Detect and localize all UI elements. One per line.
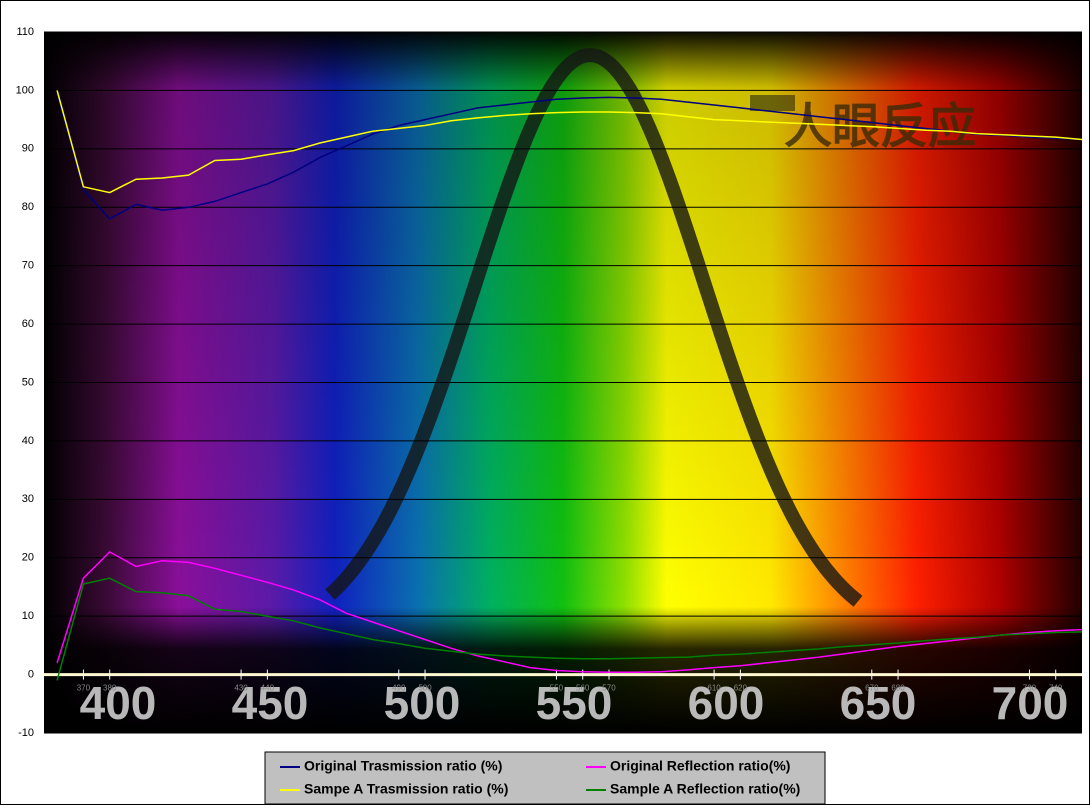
y-tick-label: 100	[16, 84, 34, 96]
series-line	[56, 93, 1083, 220]
spectrum-label: 600	[688, 677, 765, 729]
legend-label: Original Reflection ratio(%)	[610, 758, 790, 774]
y-tick-label: 70	[22, 260, 34, 272]
x-tick-label: 560	[576, 684, 590, 693]
y-tick-label: 30	[22, 493, 34, 505]
series-line	[56, 550, 1083, 673]
y-tick-label: 0	[28, 668, 34, 680]
y-tick-label: 20	[22, 552, 34, 564]
series-line	[56, 90, 1083, 194]
spectrum-label: 450	[232, 677, 309, 729]
legend-box	[264, 751, 826, 805]
x-tick-label: 610	[707, 684, 721, 693]
eye-response-curve	[325, 47, 863, 607]
y-tick-label: 60	[22, 318, 34, 330]
spectrum-label: 700	[992, 677, 1069, 729]
x-tick-label: 620	[734, 684, 748, 693]
spectrum-label: 500	[384, 677, 461, 729]
x-tick-label: 380	[103, 684, 117, 693]
x-tick-label: 570	[602, 684, 616, 693]
x-tick-label: 430	[234, 684, 248, 693]
spectrum-label: 400	[80, 677, 157, 729]
series-line	[56, 577, 1083, 681]
x-tick-label: 730	[1023, 684, 1037, 693]
x-tick-label: 490	[392, 684, 406, 693]
x-tick-label: 680	[891, 684, 905, 693]
y-tick-label: 10	[22, 610, 34, 622]
x-tick-label: 550	[550, 684, 564, 693]
legend: Original Trasmission ratio (%) Original R…	[264, 751, 826, 805]
x-tick-label: 370	[77, 684, 91, 693]
y-tick-label: 50	[22, 376, 34, 388]
y-tick-label: -10	[18, 727, 34, 739]
x-tick-label: 740	[1049, 684, 1063, 693]
x-tick-label: 440	[261, 684, 275, 693]
y-tick-label: 90	[22, 143, 34, 155]
x-tick-label: 670	[865, 684, 879, 693]
spectrum-label: 550	[536, 677, 613, 729]
legend-label: Sampe A Trasmission ratio (%)	[304, 781, 508, 797]
legend-label: Original Trasmission ratio (%)	[304, 758, 502, 774]
y-tick-label: 40	[22, 435, 34, 447]
y-tick-label: 110	[16, 26, 34, 38]
legend-label: Sample A Reflection ratio(%)	[610, 781, 800, 797]
annotation-mark	[750, 95, 795, 111]
y-tick-label: 80	[22, 201, 34, 213]
x-tick-label: 500	[418, 684, 432, 693]
spectrum-label: 650	[840, 677, 917, 729]
